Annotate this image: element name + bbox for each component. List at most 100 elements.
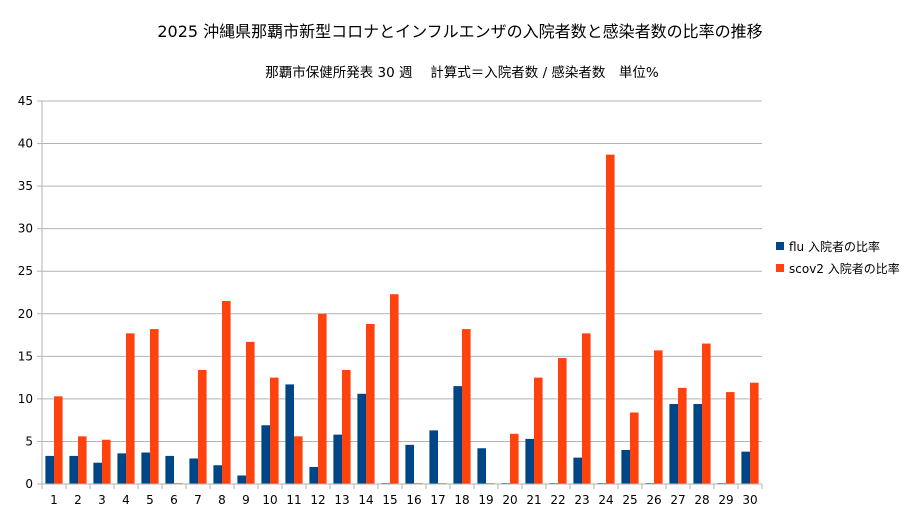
gridlines	[42, 100, 762, 485]
bar-flu-30	[741, 451, 750, 484]
y-tick-label: 30	[18, 222, 33, 236]
y-axis-ticks: 0 5 10 15 20 25 30 35 40 45	[18, 94, 42, 491]
bar-flu-12	[309, 466, 318, 484]
y-tick-label: 15	[18, 349, 33, 363]
x-tick-label: 22	[550, 493, 565, 507]
x-tick-label: 6	[170, 493, 178, 507]
bar-scov2-1	[54, 396, 63, 484]
bar-scov2-23	[582, 333, 591, 484]
bar-scov2-11	[294, 436, 303, 484]
x-tick-label: 30	[742, 493, 757, 507]
x-tick-label: 2	[74, 493, 82, 507]
bar-flu-27	[669, 403, 678, 484]
legend-swatch	[776, 242, 784, 250]
x-tick-label: 19	[478, 493, 493, 507]
x-tick-label: 20	[502, 493, 517, 507]
bar-scov2-5	[150, 329, 159, 484]
bar-flu-3	[93, 462, 102, 484]
y-tick-label: 45	[18, 94, 33, 108]
bar-flu-17	[429, 430, 438, 484]
bar-flu-9	[237, 475, 246, 484]
bar-scov2-14	[366, 323, 375, 484]
bar-scov2-3	[102, 439, 111, 484]
x-tick-label: 10	[262, 493, 277, 507]
bar-scov2-29	[726, 392, 735, 484]
x-tick-label: 4	[122, 493, 130, 507]
bar-scov2-26	[654, 350, 663, 484]
bar-scov2-15	[390, 294, 399, 484]
bar-flu-25	[621, 449, 630, 484]
bar-flu-2	[69, 455, 78, 484]
y-tick-label: 40	[18, 137, 33, 151]
bar-scov2-20	[510, 433, 519, 484]
x-tick-label: 14	[358, 493, 373, 507]
bar-flu-19	[477, 448, 486, 484]
y-tick-label: 10	[18, 392, 33, 406]
x-tick-label: 7	[194, 493, 202, 507]
legend: flu 入院者の比率 scov2 入院者の比率	[776, 239, 900, 276]
x-tick-label: 12	[310, 493, 325, 507]
x-axis-ticks: 1 2 3 4 5 6 7 8 9 10 11 12 13 14 15 16 17 18 19 20 21 22 23 24 2…	[41, 484, 763, 507]
y-tick-label: 20	[18, 307, 33, 321]
bar-flu-1	[45, 455, 54, 484]
bar-flu-10	[261, 425, 270, 484]
bar-flu-14	[357, 393, 366, 484]
bar-flu-6	[165, 455, 174, 484]
x-tick-label: 25	[622, 493, 637, 507]
x-tick-label: 21	[526, 493, 541, 507]
x-tick-label: 11	[286, 493, 301, 507]
bar-flu-13	[333, 434, 342, 484]
axes	[41, 101, 762, 485]
chart-subtitle: 那覇市保健所発表 30 週 計算式＝入院者数 / 感染者数 単位%	[265, 64, 659, 81]
x-tick-label: 29	[718, 493, 733, 507]
bar-flu-5	[141, 452, 150, 484]
bar-scov2-2	[78, 436, 87, 484]
x-tick-label: 15	[382, 493, 397, 507]
x-tick-label: 17	[430, 493, 445, 507]
y-tick-label: 5	[25, 434, 33, 448]
bar-flu-7	[189, 458, 198, 484]
bar-scov2-30	[750, 382, 759, 484]
legend-swatch	[776, 264, 784, 272]
bar-flu-8	[213, 465, 222, 484]
bar-scov2-25	[630, 412, 639, 484]
bars	[45, 154, 759, 484]
x-tick-label: 3	[98, 493, 106, 507]
bar-scov2-18	[462, 329, 471, 484]
legend-label: scov2 入院者の比率	[789, 261, 900, 276]
bar-scov2-10	[270, 377, 279, 484]
bar-flu-18	[453, 386, 462, 484]
y-tick-label: 35	[18, 179, 33, 193]
x-tick-label: 8	[218, 493, 226, 507]
x-tick-label: 27	[670, 493, 685, 507]
bar-scov2-28	[702, 343, 711, 484]
bar-scov2-4	[126, 333, 135, 484]
y-tick-label: 25	[18, 264, 33, 278]
x-tick-label: 5	[146, 493, 154, 507]
bar-scov2-27	[678, 387, 687, 484]
y-tick-label: 0	[25, 477, 33, 491]
legend-label: flu 入院者の比率	[789, 239, 880, 254]
bar-scov2-22	[558, 358, 567, 484]
bar-scov2-13	[342, 369, 351, 484]
bar-scov2-7	[198, 369, 207, 484]
x-tick-label: 28	[694, 493, 709, 507]
chart-title: 2025 沖縄県那覇市新型コロナとインフルエンザの入院者数と感染者数の比率の推移	[157, 22, 762, 41]
x-tick-label: 1	[50, 493, 58, 507]
bar-flu-11	[285, 384, 294, 484]
bar-scov2-8	[222, 301, 231, 484]
x-tick-label: 26	[646, 493, 661, 507]
x-tick-label: 18	[454, 493, 469, 507]
bar-flu-16	[405, 444, 414, 484]
x-tick-label: 24	[598, 493, 613, 507]
bar-flu-21	[525, 438, 534, 484]
bar-scov2-9	[246, 341, 255, 484]
x-tick-label: 16	[406, 493, 421, 507]
bar-scov2-24	[606, 154, 615, 484]
bar-scov2-21	[534, 377, 543, 484]
bar-scov2-12	[318, 313, 327, 484]
bar-flu-4	[117, 453, 126, 484]
x-tick-label: 23	[574, 493, 589, 507]
